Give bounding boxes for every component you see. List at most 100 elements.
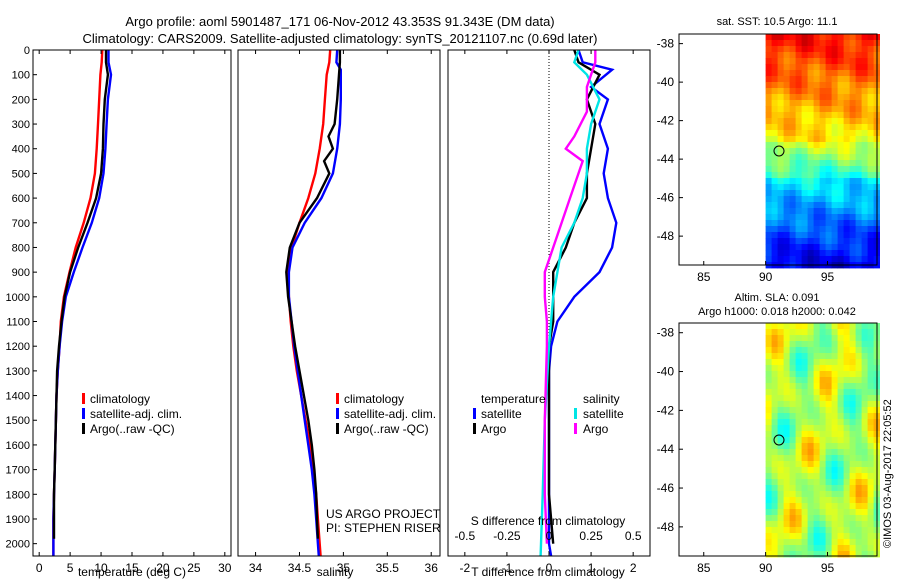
map-cell [777, 214, 784, 221]
map-cell [771, 40, 778, 47]
map-cell [831, 244, 838, 251]
credit-pi: PI: STEPHEN RISER [326, 521, 441, 535]
map-cell [789, 497, 796, 504]
map-cell [771, 232, 778, 239]
map-cell [813, 467, 820, 474]
top-tick-label: 0.25 [579, 529, 603, 543]
x-tick-label: 34.5 [288, 561, 312, 575]
map-cell [789, 70, 796, 77]
map-cell [771, 220, 778, 227]
map-cell [837, 497, 844, 504]
map-cell [795, 82, 802, 89]
map-cell [777, 467, 784, 474]
map-cell [771, 389, 778, 396]
map-cell [831, 527, 838, 534]
map-cell [777, 449, 784, 456]
legend-title-temperature: temperature [481, 392, 546, 406]
map-cell [813, 551, 820, 558]
map-cell [783, 70, 790, 77]
map-cell [783, 347, 790, 354]
map-cell [849, 533, 856, 540]
map-cell [825, 485, 832, 492]
y-tick-label: 200 [12, 94, 30, 106]
map-cell [837, 449, 844, 456]
y-tick-label: 1500 [6, 415, 30, 427]
map-cell [819, 166, 826, 173]
map-cell [807, 545, 814, 552]
map-cell [771, 76, 778, 83]
map-cell [801, 515, 808, 522]
map-cell [771, 443, 778, 450]
map-cell [765, 208, 772, 215]
map-cell [861, 473, 868, 480]
map-cell [783, 256, 790, 263]
map-cell [843, 437, 850, 444]
map-cell [783, 485, 790, 492]
map-cell [861, 100, 868, 107]
map-cell [831, 208, 838, 215]
map-cell [789, 232, 796, 239]
map-cell [819, 112, 826, 119]
map-cell [819, 449, 826, 456]
map-cell [789, 341, 796, 348]
map-cell [795, 190, 802, 197]
map-cell [849, 76, 856, 83]
map-cell [777, 58, 784, 65]
map-cell [801, 407, 808, 414]
map-cell [837, 383, 844, 390]
map-cell [807, 64, 814, 71]
map-cell [807, 323, 814, 330]
map-cell [855, 323, 862, 330]
map-cell [861, 226, 868, 233]
map-cell [789, 365, 796, 372]
map-cell [861, 347, 868, 354]
map-cell [855, 335, 862, 342]
map-cell [861, 455, 868, 462]
map-cell [861, 124, 868, 131]
map-cell [867, 190, 874, 197]
map-cell [777, 136, 784, 143]
map-cell [831, 431, 838, 438]
map-cell [825, 347, 832, 354]
map-cell [813, 353, 820, 360]
map-cell [861, 449, 868, 456]
map-cell [807, 497, 814, 504]
map-cell [849, 160, 856, 167]
map-cell [837, 413, 844, 420]
map-cell [831, 329, 838, 336]
map-cell [807, 76, 814, 83]
map-cell [807, 220, 814, 227]
map-cell [783, 533, 790, 540]
map-cell [777, 383, 784, 390]
y-tick-label: 400 [12, 144, 30, 156]
map-cell [837, 106, 844, 113]
map-cell [825, 437, 832, 444]
x-tick-label: 0 [546, 561, 553, 575]
map-cell [801, 118, 808, 125]
map-cell [783, 124, 790, 131]
series-line-3 [285, 50, 342, 539]
map-cell [783, 365, 790, 372]
map-cell [855, 383, 862, 390]
map-cell [849, 443, 856, 450]
map-cell [777, 88, 784, 95]
map-cell [783, 220, 790, 227]
map-cell [783, 527, 790, 534]
map-cell [771, 82, 778, 89]
legend-swatch-t-satellite [473, 408, 476, 419]
map-cell [861, 178, 868, 185]
map-cell [843, 377, 850, 384]
map-cell [801, 395, 808, 402]
map-cell [861, 419, 868, 426]
map-cell [795, 214, 802, 221]
map-cell [765, 100, 772, 107]
map-cell [765, 148, 772, 155]
map-cell [825, 419, 832, 426]
map-cell [789, 503, 796, 510]
map-cell [789, 515, 796, 522]
map-cell [813, 359, 820, 366]
map-cell [819, 413, 826, 420]
map-cell [807, 353, 814, 360]
map-cell [807, 40, 814, 47]
map-cell [777, 443, 784, 450]
